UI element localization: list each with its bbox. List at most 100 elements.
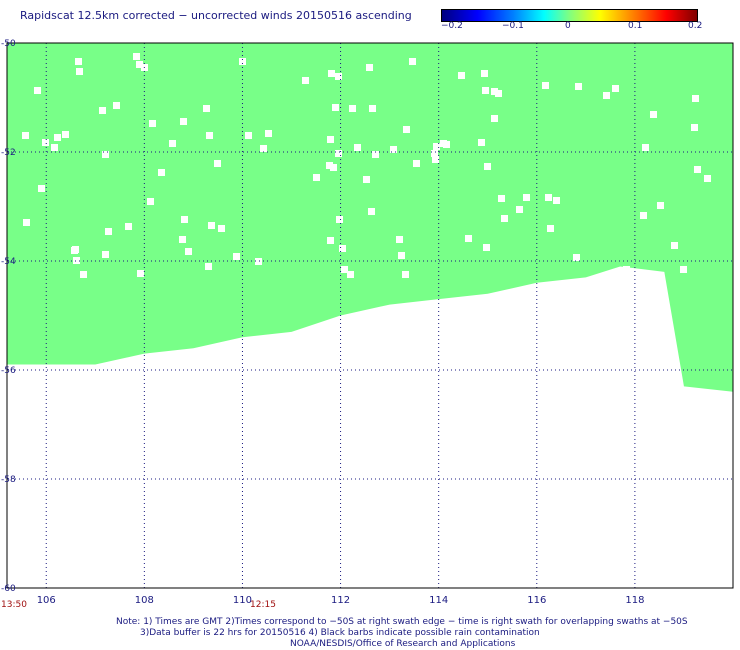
missing-cell	[335, 150, 342, 157]
missing-cell	[205, 263, 212, 270]
missing-cell	[691, 124, 698, 131]
missing-cell	[623, 266, 630, 273]
missing-cell	[491, 115, 498, 122]
y-tick-label: -50	[1, 39, 16, 49]
missing-cell	[218, 225, 225, 232]
missing-cell	[214, 160, 221, 167]
missing-cell	[147, 198, 154, 205]
missing-cell	[694, 166, 701, 173]
x-tick-label: 106	[37, 595, 56, 606]
missing-cell	[245, 132, 252, 139]
missing-cell	[491, 88, 498, 95]
missing-cell	[54, 134, 61, 141]
missing-cell	[523, 194, 530, 201]
missing-cell	[341, 266, 348, 273]
missing-cell	[203, 105, 210, 112]
missing-cell	[255, 258, 262, 265]
missing-cell	[326, 162, 333, 169]
missing-cell	[34, 87, 41, 94]
missing-cell	[403, 126, 410, 133]
y-tick-label: -54	[1, 257, 16, 267]
missing-cell	[347, 271, 354, 278]
missing-cell	[573, 254, 580, 261]
missing-cell	[185, 248, 192, 255]
colorbar-label-min: −0.2	[441, 21, 463, 31]
map-frame	[6, 42, 734, 589]
missing-cell	[328, 70, 335, 77]
missing-cell	[413, 160, 420, 167]
missing-cell	[396, 236, 403, 243]
missing-cell	[137, 270, 144, 277]
y-tick-label: -58	[1, 475, 16, 485]
missing-cell	[650, 111, 657, 118]
missing-cell	[409, 58, 416, 65]
missing-cell	[431, 150, 438, 157]
missing-cell	[372, 151, 379, 158]
missing-cell	[169, 140, 176, 147]
y-tick-label: -56	[1, 366, 16, 376]
x-tick-label: 116	[527, 595, 546, 606]
missing-cell	[125, 223, 132, 230]
colorbar-label-max: 0.2	[688, 21, 703, 31]
time-label-start: 13:50	[1, 600, 27, 610]
missing-cell	[239, 58, 246, 65]
missing-cell	[42, 139, 49, 146]
missing-cell	[335, 73, 342, 80]
missing-cell	[547, 225, 554, 232]
missing-cell	[354, 144, 361, 151]
missing-cell	[692, 95, 699, 102]
missing-cell	[76, 68, 83, 75]
missing-cell	[51, 144, 58, 151]
missing-cell	[545, 194, 552, 201]
missing-cell	[369, 105, 376, 112]
missing-cell	[113, 102, 120, 109]
missing-cell	[680, 266, 687, 273]
y-tick-label: -52	[1, 148, 16, 158]
missing-cell	[478, 139, 485, 146]
missing-cell	[339, 245, 346, 252]
colorbar	[441, 9, 698, 22]
missing-cells-layer	[22, 53, 711, 278]
time-label-mid: 12:15	[250, 600, 276, 610]
missing-cell	[671, 242, 678, 249]
colorbar-label-zero: 0	[565, 21, 571, 31]
missing-cell	[483, 244, 490, 251]
missing-cell	[233, 253, 240, 260]
missing-cell	[71, 247, 78, 254]
missing-cell	[327, 237, 334, 244]
missing-cell	[440, 140, 447, 147]
missing-cell	[516, 206, 523, 213]
missing-cell	[62, 131, 69, 138]
missing-cell	[180, 118, 187, 125]
x-tick-label: 114	[429, 595, 448, 606]
x-tick-label: 118	[625, 595, 644, 606]
colorbar-label-low: −0.1	[502, 21, 524, 31]
missing-cell	[433, 143, 440, 150]
missing-cell	[22, 132, 29, 139]
missing-cell	[458, 72, 465, 79]
tick-label-layer: 106 108 110 112 114 116 118 -50 -52 -54 -56 -58 -60	[1, 39, 644, 606]
missing-cell	[80, 271, 87, 278]
missing-cell	[495, 90, 502, 97]
missing-cell	[102, 251, 109, 258]
swath-layer	[7, 43, 733, 392]
missing-cell	[368, 208, 375, 215]
missing-cell	[432, 156, 439, 163]
missing-cell	[260, 145, 267, 152]
missing-cell	[363, 176, 370, 183]
missing-cell	[336, 216, 343, 223]
missing-cell	[302, 77, 309, 84]
missing-cell	[158, 169, 165, 176]
missing-cell	[501, 215, 508, 222]
missing-cell	[265, 130, 272, 137]
missing-cell	[612, 85, 619, 92]
missing-cell	[149, 120, 156, 127]
missing-cell	[38, 185, 45, 192]
missing-cell	[642, 144, 649, 151]
note-line-2: 3)Data buffer is 22 hrs for 20150516 4) …	[140, 628, 540, 638]
missing-cell	[208, 222, 215, 229]
missing-cell	[179, 236, 186, 243]
missing-cell	[482, 87, 489, 94]
missing-cell	[704, 175, 711, 182]
